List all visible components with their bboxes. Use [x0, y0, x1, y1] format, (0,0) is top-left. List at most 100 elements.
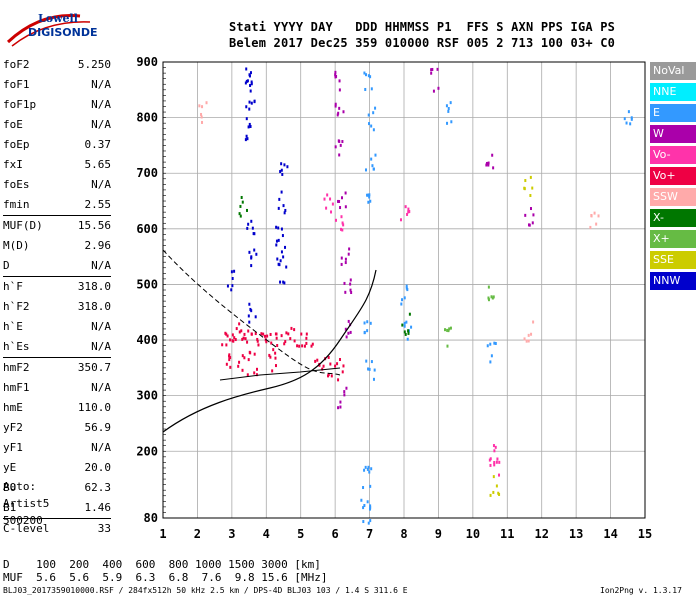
- echo-point: [349, 282, 352, 286]
- echo-point: [278, 197, 281, 201]
- echo-point: [256, 337, 259, 341]
- echo-point: [283, 342, 286, 346]
- param-value: 20.0: [84, 461, 112, 474]
- param-row: h`F 318.0: [3, 277, 111, 297]
- echo-point: [495, 484, 498, 488]
- echo-point: [316, 358, 319, 362]
- echo-point: [349, 288, 352, 292]
- echo-point: [281, 234, 284, 238]
- echo-point: [490, 295, 493, 299]
- echo-point: [366, 500, 369, 504]
- param-row: h`Es N/A: [3, 337, 111, 357]
- echo-point: [272, 348, 275, 352]
- echo-point: [341, 228, 344, 232]
- echo-point: [489, 360, 492, 364]
- echo-point: [231, 333, 234, 337]
- echo-point: [437, 86, 440, 90]
- echo-point: [253, 371, 256, 375]
- echo-point: [404, 332, 407, 336]
- x-tick-label: 11: [500, 527, 514, 541]
- echo-point: [271, 369, 274, 373]
- echo-point: [274, 356, 277, 360]
- param-label: foF1: [3, 78, 30, 91]
- param-value: N/A: [91, 340, 111, 353]
- echo-point: [446, 328, 449, 332]
- legend-swatch: E: [650, 104, 696, 122]
- echo-point: [245, 79, 248, 83]
- echo-point: [524, 213, 527, 217]
- echo-point: [240, 195, 243, 199]
- echo-point: [370, 87, 373, 91]
- echo-point: [305, 336, 308, 340]
- param-label: D: [3, 259, 10, 272]
- echo-point: [344, 191, 347, 195]
- echo-point: [403, 330, 406, 334]
- y-tick-label: 500: [136, 277, 158, 291]
- legend-swatch: NoVal: [650, 62, 696, 80]
- echo-point: [446, 344, 449, 348]
- echo-point: [238, 360, 241, 364]
- echo-point: [249, 89, 252, 93]
- echo-point: [239, 214, 242, 218]
- echo-point: [198, 104, 201, 108]
- echo-point: [305, 332, 308, 336]
- echo-point: [338, 106, 341, 110]
- echo-point: [301, 344, 304, 348]
- trace-curve: [219, 367, 341, 381]
- echo-point: [485, 161, 488, 165]
- echo-point: [487, 298, 490, 302]
- param-value: 56.9: [84, 421, 112, 434]
- echo-point: [229, 356, 232, 360]
- echo-point: [287, 332, 290, 336]
- param-label: C-level: [3, 522, 50, 535]
- echo-point: [285, 265, 288, 269]
- echo-point: [293, 339, 296, 343]
- distance-line: D 100 200 400 600 800 1000 1500 3000 [km…: [3, 558, 321, 571]
- y-tick-label: 80: [144, 511, 158, 525]
- echo-point: [498, 473, 501, 477]
- param-label: h`F: [3, 280, 23, 293]
- echo-point: [367, 113, 370, 117]
- echo-point: [275, 225, 278, 229]
- echo-point: [374, 106, 377, 110]
- y-tick-label: 900: [136, 55, 158, 69]
- legend-swatch: NNW: [650, 272, 696, 290]
- echo-point: [279, 170, 282, 174]
- echo-point: [241, 368, 244, 372]
- echo-point: [370, 124, 373, 128]
- echo-point: [432, 89, 435, 93]
- echo-point: [247, 314, 250, 318]
- echo-point: [248, 73, 251, 77]
- echo-point: [523, 186, 526, 190]
- echo-point: [342, 223, 345, 227]
- muf-line: MUF 5.6 5.6 5.9 6.3 6.8 7.6 9.8 15.6 [MH…: [3, 571, 328, 584]
- echo-point: [280, 190, 283, 194]
- echo-point: [200, 115, 203, 119]
- echo-point: [344, 261, 347, 265]
- echo-point: [493, 461, 496, 465]
- echo-point: [369, 504, 372, 508]
- param-label: foEs: [3, 178, 30, 191]
- echo-point: [340, 215, 343, 219]
- echo-point: [250, 82, 253, 86]
- echo-point: [369, 484, 372, 488]
- echo-point: [342, 110, 345, 114]
- echo-point: [531, 186, 534, 190]
- echo-point: [238, 212, 241, 216]
- param-row: C-level 33: [3, 519, 111, 539]
- echo-point: [372, 111, 375, 115]
- param-value: N/A: [91, 381, 111, 394]
- param-row: D N/A: [3, 256, 111, 276]
- echo-point: [280, 334, 283, 338]
- echo-point: [341, 140, 344, 144]
- echo-point: [242, 336, 245, 340]
- param-value: 5.250: [77, 58, 111, 71]
- echo-point: [321, 367, 324, 371]
- echo-point: [368, 193, 371, 197]
- echo-point: [531, 221, 534, 225]
- echo-point: [247, 222, 250, 226]
- echo-point: [249, 125, 252, 129]
- param-value: 0.37: [84, 138, 112, 151]
- param-row: yF2 56.9: [3, 418, 111, 438]
- echo-point: [529, 175, 532, 179]
